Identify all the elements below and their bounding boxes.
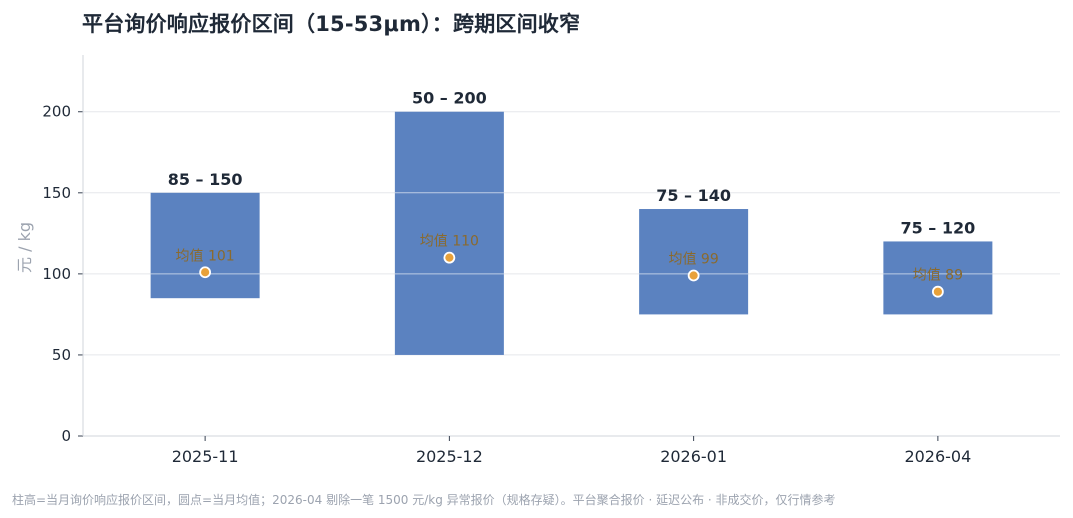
x-tick-label: 2025-11 — [172, 447, 239, 466]
y-tick-label: 200 — [42, 103, 71, 121]
x-tick-label: 2026-04 — [904, 447, 971, 466]
range-bar — [150, 192, 260, 299]
range-bar — [883, 241, 993, 315]
mean-dot — [199, 266, 212, 279]
y-axis-label: 元 / kg — [15, 222, 34, 273]
range-label: 85 – 150 — [168, 170, 243, 189]
mean-dot — [687, 269, 700, 282]
axes: 0 50 100 150 200 元 / kg 2025-11 2025-12 2026-01 2… — [15, 55, 1060, 466]
mean-label: 均值 110 — [420, 234, 479, 250]
mean-dot — [931, 285, 944, 298]
y-tick-label: 150 — [42, 184, 71, 202]
range-label: 75 – 120 — [900, 218, 975, 237]
y-tick-label: 50 — [52, 346, 71, 364]
chart-title: 平台询价响应报价区间（15-53μm）：跨期区间收窄 — [82, 12, 581, 36]
range-bar — [394, 111, 504, 355]
x-tick-label: 2025-12 — [416, 447, 483, 466]
mean-label: 均值 99 — [668, 251, 718, 267]
data-labels: 85 – 150 均值 101 50 – 200 均值 110 75 – 140 均值 9… — [168, 89, 975, 298]
mean-label: 均值 89 — [913, 268, 963, 284]
y-tick-label: 0 — [61, 427, 71, 445]
range-bar — [639, 209, 749, 315]
range-bars — [150, 111, 993, 355]
mean-label: 均值 101 — [176, 248, 235, 264]
x-tick-label: 2026-01 — [660, 447, 727, 466]
mean-dot — [443, 251, 456, 264]
y-tick-label: 100 — [42, 265, 71, 283]
range-label: 75 – 140 — [656, 186, 731, 205]
range-label: 50 – 200 — [412, 89, 487, 108]
footnote: 柱高=当月询价响应报价区间，圆点=当月均值；2026-04 剔除一笔 1500 … — [12, 493, 836, 507]
